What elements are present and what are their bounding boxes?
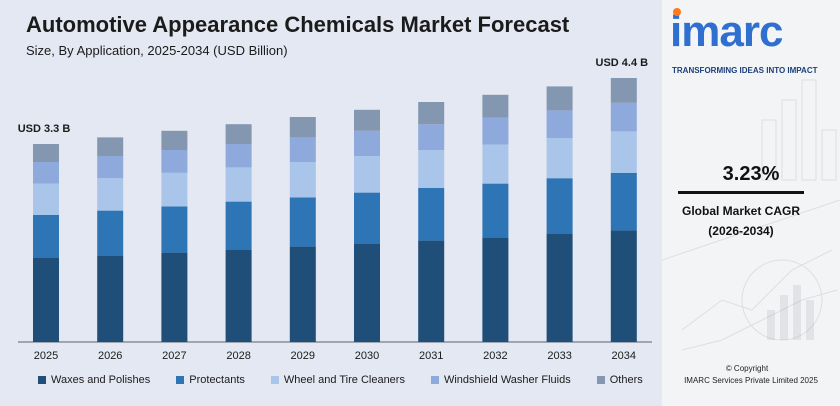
x-tick-label: 2032 — [483, 350, 507, 362]
legend-label: Waxes and Polishes — [51, 374, 151, 386]
x-tick-label: 2031 — [419, 350, 443, 362]
x-tick-label: 2034 — [612, 350, 636, 362]
chart-subtitle: Size, By Application, 2025-2034 (USD Bil… — [26, 43, 288, 58]
bar-segment — [33, 183, 59, 215]
data-label: USD 3.3 B — [18, 123, 71, 135]
bar-segment — [418, 124, 445, 150]
legend-label: Others — [609, 374, 643, 386]
bar-segment — [546, 234, 573, 342]
x-tick-label: 2027 — [162, 350, 186, 362]
bar-segment — [354, 130, 380, 156]
bar-segment — [354, 192, 380, 244]
bar-segment — [225, 249, 252, 342]
bar-segment — [482, 183, 509, 238]
bar-segment — [482, 237, 509, 342]
cagr-period: (2026-2034) — [708, 224, 774, 238]
bar-segment — [289, 137, 316, 162]
bar-segment — [161, 150, 188, 173]
bar-segment — [33, 162, 59, 184]
bar-segment — [289, 117, 316, 138]
bar-segment — [354, 156, 380, 193]
legend-swatch — [596, 376, 605, 384]
bar-segment — [482, 144, 509, 184]
x-tick-label: 2025 — [34, 350, 58, 362]
stacked-bar-chart: 2025 2026 2027 2028 2029 2030 2031 2032 2033 2034… — [18, 57, 652, 362]
bar-segment — [482, 94, 509, 118]
cagr-value: 3.23% — [722, 163, 780, 185]
bar-segment — [610, 102, 637, 132]
copyright-notice: © Copyright — [725, 364, 769, 373]
bar-segment — [610, 230, 637, 342]
bar-segment — [418, 102, 445, 125]
legend-label: Windshield Washer Fluids — [443, 374, 571, 386]
legend-label: Wheel and Tire Cleaners — [283, 374, 405, 386]
bar-segment — [97, 178, 124, 211]
side-panel: imarc TRANSFORMING IDEAS INTO IMPACT 3.2… — [662, 0, 840, 406]
bar-segment — [33, 144, 59, 162]
cagr-label: Global Market CAGR — [681, 204, 801, 218]
chart-panel: Automotive Appearance Chemicals Market F… — [0, 0, 662, 406]
x-tick-label: 2028 — [226, 350, 250, 362]
bar-segment — [289, 197, 316, 247]
x-tick-label: 2030 — [355, 350, 379, 362]
bar-segment — [225, 144, 252, 168]
bar-segment — [97, 137, 124, 156]
legend-label: Protectants — [189, 374, 245, 386]
bar-segment — [418, 150, 445, 188]
bar-segment — [546, 138, 573, 179]
bar-segment — [161, 252, 188, 342]
legend-swatch — [176, 376, 185, 384]
bar-segment — [610, 78, 637, 103]
bar-segment — [97, 255, 124, 342]
legend-item: Protectants — [176, 374, 245, 386]
company-name: IMARC Services Private Limited 2025 — [684, 376, 818, 385]
bar-segment — [225, 201, 252, 250]
bar-segment — [225, 124, 252, 144]
bar-segment — [225, 167, 252, 202]
legend-swatch — [430, 376, 439, 384]
bar-segment — [97, 210, 124, 256]
legend-item: Wheel and Tire Cleaners — [270, 374, 405, 386]
x-tick-label: 2033 — [547, 350, 571, 362]
background-chart-graphic — [662, 79, 840, 351]
legend-swatch — [270, 376, 279, 384]
bar-segment — [610, 172, 637, 231]
bar-segment — [546, 86, 573, 111]
bar-segment — [546, 178, 573, 234]
legend-item: Others — [596, 374, 643, 386]
bar-segment — [354, 109, 380, 131]
brand-tagline: TRANSFORMING IDEAS INTO IMPACT — [672, 66, 818, 75]
bar-segment — [33, 214, 59, 258]
bar-segment — [546, 110, 573, 138]
bar-segment — [482, 117, 509, 145]
bar-segment — [161, 130, 188, 150]
bar-segment — [161, 206, 188, 253]
cagr-divider — [678, 191, 804, 194]
legend-item: Waxes and Polishes — [38, 374, 150, 386]
bar-segment — [161, 172, 188, 207]
chart-legend: Waxes and Polishes Protectants Wheel and T… — [38, 374, 643, 386]
bar-segment — [418, 187, 445, 241]
legend-item: Windshield Washer Fluids — [430, 374, 571, 386]
data-label: USD 4.4 B — [596, 57, 649, 69]
x-tick-label: 2026 — [98, 350, 122, 362]
bar-segment — [418, 240, 445, 342]
bar-segment — [289, 246, 316, 342]
bar-segment — [97, 156, 124, 179]
legend-swatch — [38, 376, 46, 384]
bar-segment — [289, 162, 316, 198]
bar-segment — [33, 258, 59, 342]
chart-title: Automotive Appearance Chemicals Market F… — [26, 12, 570, 37]
bar-segment — [354, 243, 380, 342]
brand-logo: imarc — [670, 7, 783, 56]
x-tick-label: 2029 — [291, 350, 315, 362]
bar-segment — [610, 131, 637, 173]
logo-dot-icon — [673, 8, 681, 16]
